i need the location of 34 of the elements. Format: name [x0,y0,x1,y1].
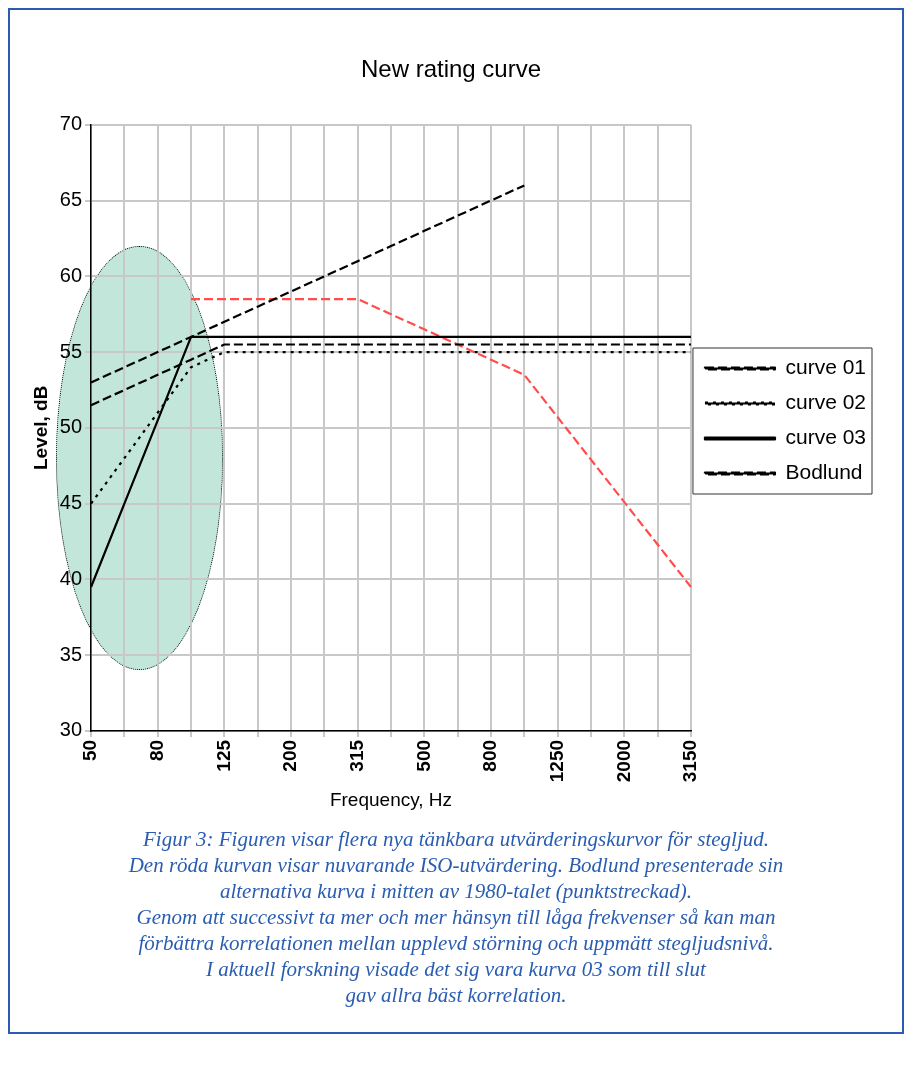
x-tick-label: 80 [145,739,167,762]
legend-label: curve 01 [785,355,866,379]
text: I aktuell forskning visade det sig vara kurva 03 som till slut [205,956,708,982]
y-axis-title: Level, dB [29,385,51,471]
y-tick-label: 65 [59,188,83,211]
x-tick-label: 315 [345,739,367,772]
legend-label: curve 03 [785,425,866,449]
text: Figur 3: Figuren visar flera nya tänkbara utvärderingskurvor för stegljud. [141,826,771,852]
text: alternativa kurva i mitten av 1980-talet (punktstreckad). [218,878,694,904]
text: gav allra bäst korrelation. [344,982,568,1008]
x-tick-label: 500 [412,739,434,772]
legend-label: Bodlund [785,460,863,484]
x-tick-label: 200 [279,739,301,772]
chart-title: New rating curve [360,55,542,83]
x-tick-label: 3150 [679,739,701,783]
x-axis-title: Frequency, Hz [329,788,453,810]
y-tick-label: 35 [59,642,83,665]
y-tick-label: 55 [59,339,83,362]
x-tick-label: 125 [212,739,234,772]
x-tick-label: 2000 [612,739,634,783]
x-tick-label: 1250 [545,739,567,783]
x-tick-label: 50 [79,739,101,762]
y-tick-label: 40 [59,566,83,589]
text: förbättra korrelationen mellan upplevd störning och uppmätt stegljudsnivå. [137,930,775,956]
text: Den röda kurvan visar nuvarande ISO-utvärdering. Bodlund presenterade sin [127,852,785,878]
y-tick-label: 60 [59,263,83,286]
legend-label: curve 02 [785,390,866,414]
y-tick-label: 50 [59,415,83,438]
y-tick-label: 30 [59,718,83,741]
line-series [189,297,693,589]
y-tick-label: 70 [59,112,83,135]
x-tick-label: 800 [479,739,501,772]
text: Genom att successivt ta mer och mer hänsyn till låga frekvenser så kan man [135,904,777,930]
y-tick-label: 45 [59,491,83,514]
